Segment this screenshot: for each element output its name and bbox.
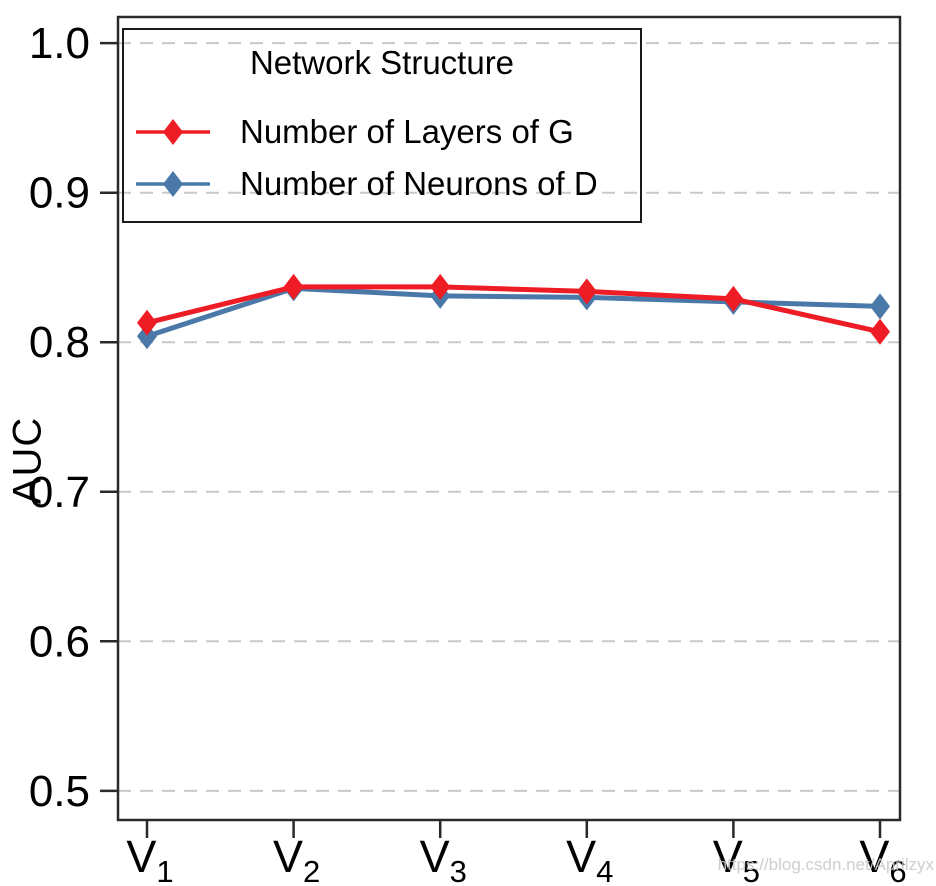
plot-frame [116, 15, 902, 822]
diamond-icon [163, 119, 183, 145]
diamond-icon [163, 171, 183, 197]
y-tick-label: 0.7 [29, 468, 90, 517]
x-tick-label: V6 [859, 831, 906, 886]
legend-marker-blue [136, 171, 210, 197]
data-point-marker [576, 278, 597, 305]
legend-title: Network Structure [249, 44, 515, 81]
x-tick-label: V2 [273, 831, 320, 886]
data-point-marker [723, 285, 744, 312]
y-tick-label: 0.5 [29, 767, 90, 816]
legend-item-layers-of-g: Number of Layers of G [134, 110, 574, 154]
y-tick-label: 0.6 [29, 617, 90, 666]
data-point-marker [283, 273, 304, 300]
y-tick-label: 1.0 [29, 19, 90, 68]
legend-item-neurons-of-d: Number of Neurons of D [134, 162, 598, 206]
x-tick-label: V1 [126, 831, 173, 886]
data-point-marker [870, 318, 890, 345]
x-tick-label: V5 [713, 831, 760, 886]
legend: Network Structure Number of Layers of G … [122, 28, 642, 223]
data-point-marker [137, 323, 157, 350]
x-tick-label: V4 [566, 831, 613, 886]
x-tick-label: V3 [420, 831, 467, 886]
series-line-0 [144, 284, 883, 335]
y-axis-title: AUC [5, 416, 50, 505]
legend-marker-red [136, 119, 210, 145]
legend-item-label: Number of Layers of G [240, 113, 574, 150]
data-point-marker [137, 309, 157, 336]
y-tick-label: 0.8 [29, 318, 90, 367]
data-point-marker [430, 273, 451, 300]
y-tick-label: 0.9 [29, 169, 90, 218]
data-point-marker [870, 293, 890, 320]
legend-item-label: Number of Neurons of D [240, 165, 598, 202]
